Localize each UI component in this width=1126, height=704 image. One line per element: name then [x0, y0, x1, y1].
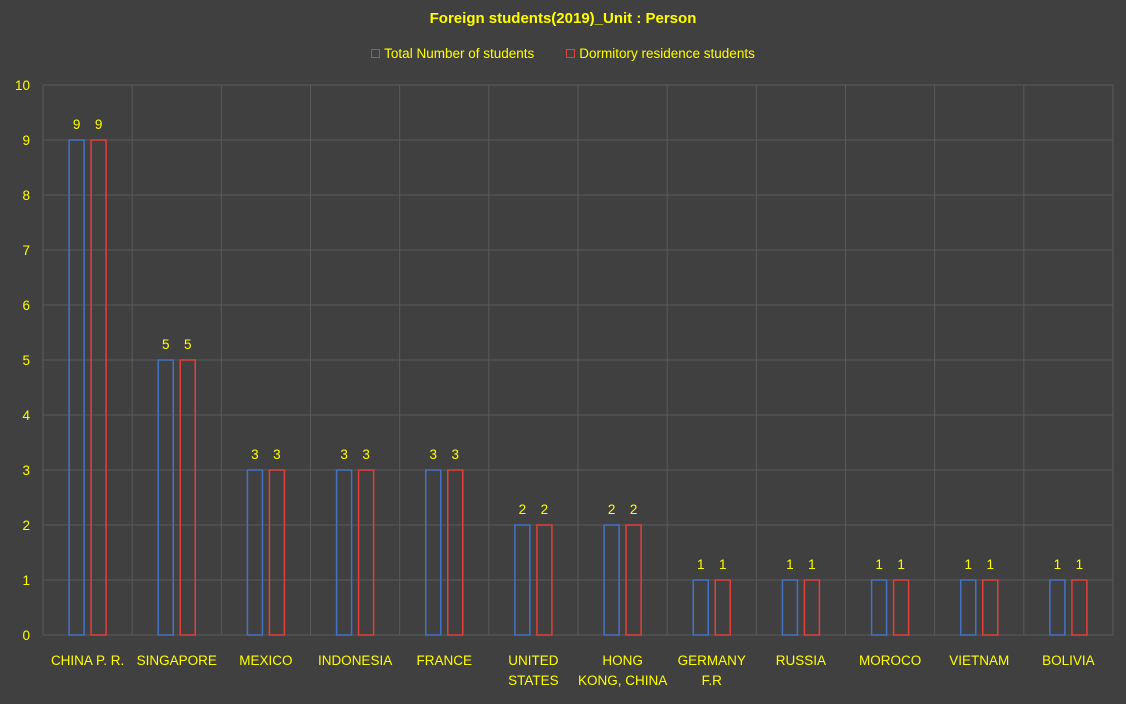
y-tick-label: 2 — [22, 518, 30, 533]
data-label: 3 — [273, 447, 281, 462]
data-label: 5 — [162, 337, 170, 352]
bar-dormitory — [714, 579, 731, 636]
data-label: 1 — [786, 557, 794, 572]
bar-total — [603, 524, 620, 636]
bar-total — [157, 359, 174, 636]
bar-total — [425, 469, 442, 636]
data-label: 3 — [362, 447, 370, 462]
y-tick-label: 5 — [22, 353, 30, 368]
y-tick-label: 0 — [22, 628, 30, 643]
data-label: 2 — [630, 502, 638, 517]
data-label: 1 — [1076, 557, 1084, 572]
data-label: 3 — [429, 447, 437, 462]
bar-dormitory — [982, 579, 999, 636]
bar-dormitory — [803, 579, 821, 636]
data-label: 3 — [251, 447, 259, 462]
legend-label-dormitory: Dormitory residence students — [579, 46, 755, 61]
x-tick-label: CHINA P. R. — [51, 653, 124, 668]
chart-title: Foreign students(2019)_Unit : Person — [429, 10, 697, 27]
data-label: 9 — [73, 117, 81, 132]
x-tick-label: VIETNAM — [949, 653, 1009, 668]
data-label: 9 — [95, 117, 103, 132]
chart-legend: Total Number of students Dormitory resid… — [0, 46, 1126, 61]
bar-total — [1049, 579, 1066, 636]
x-tick-label: UNITED — [508, 653, 559, 668]
y-tick-label: 4 — [22, 408, 30, 423]
y-tick-label: 1 — [22, 573, 30, 588]
data-label: 1 — [897, 557, 905, 572]
legend-item-total: Total Number of students — [371, 46, 534, 61]
data-label: 1 — [808, 557, 816, 572]
legend-swatch-total — [371, 49, 381, 58]
bar-dormitory — [536, 524, 553, 636]
x-tick-label: RUSSIA — [776, 653, 826, 668]
data-label: 1 — [875, 557, 883, 572]
y-tick-label: 7 — [22, 243, 30, 258]
x-tick-label: GERMANY — [678, 653, 746, 668]
bar-dormitory — [1071, 579, 1088, 636]
x-tick-label: MEXICO — [239, 653, 292, 668]
x-tick-label: KONG, CHINA — [578, 673, 667, 688]
data-label: 1 — [986, 557, 994, 572]
y-tick-label: 9 — [22, 133, 30, 148]
data-label: 5 — [184, 337, 192, 352]
y-tick-label: 8 — [22, 188, 30, 203]
data-label: 2 — [541, 502, 549, 517]
x-tick-label: BOLIVIA — [1042, 653, 1095, 668]
y-tick-label: 10 — [15, 78, 30, 93]
bar-dormitory — [90, 139, 107, 636]
data-label: 2 — [608, 502, 616, 517]
bar-total — [870, 579, 888, 636]
data-label: 3 — [340, 447, 348, 462]
x-tick-label: FRANCE — [416, 653, 472, 668]
x-tick-label: INDONESIA — [318, 653, 392, 668]
bar-total — [781, 579, 799, 636]
bar-dormitory — [447, 469, 464, 636]
y-tick-label: 6 — [22, 298, 30, 313]
data-label: 1 — [719, 557, 727, 572]
data-label: 1 — [1054, 557, 1062, 572]
bar-total — [960, 579, 977, 636]
x-tick-label: F.R — [702, 673, 723, 688]
bar-dormitory — [268, 469, 286, 636]
bar-total — [514, 524, 531, 636]
legend-item-dormitory: Dormitory residence students — [566, 46, 755, 61]
x-tick-label: HONG — [602, 653, 643, 668]
data-label: 2 — [519, 502, 527, 517]
bar-dormitory — [892, 579, 910, 636]
bar-total — [68, 139, 85, 636]
y-tick-label: 3 — [22, 463, 30, 478]
bar-dormitory — [625, 524, 642, 636]
bar-dormitory — [179, 359, 196, 636]
bar-total — [246, 469, 264, 636]
bar-dormitory — [357, 469, 375, 636]
data-label: 1 — [964, 557, 972, 572]
bar-total — [692, 579, 709, 636]
x-tick-label: SINGAPORE — [137, 653, 217, 668]
data-label: 3 — [451, 447, 459, 462]
bar-total — [335, 469, 353, 636]
x-tick-label: STATES — [508, 673, 559, 688]
x-tick-label: MOROCO — [859, 653, 921, 668]
legend-label-total: Total Number of students — [384, 46, 535, 61]
legend-swatch-dormitory — [566, 49, 576, 58]
data-label: 1 — [697, 557, 705, 572]
